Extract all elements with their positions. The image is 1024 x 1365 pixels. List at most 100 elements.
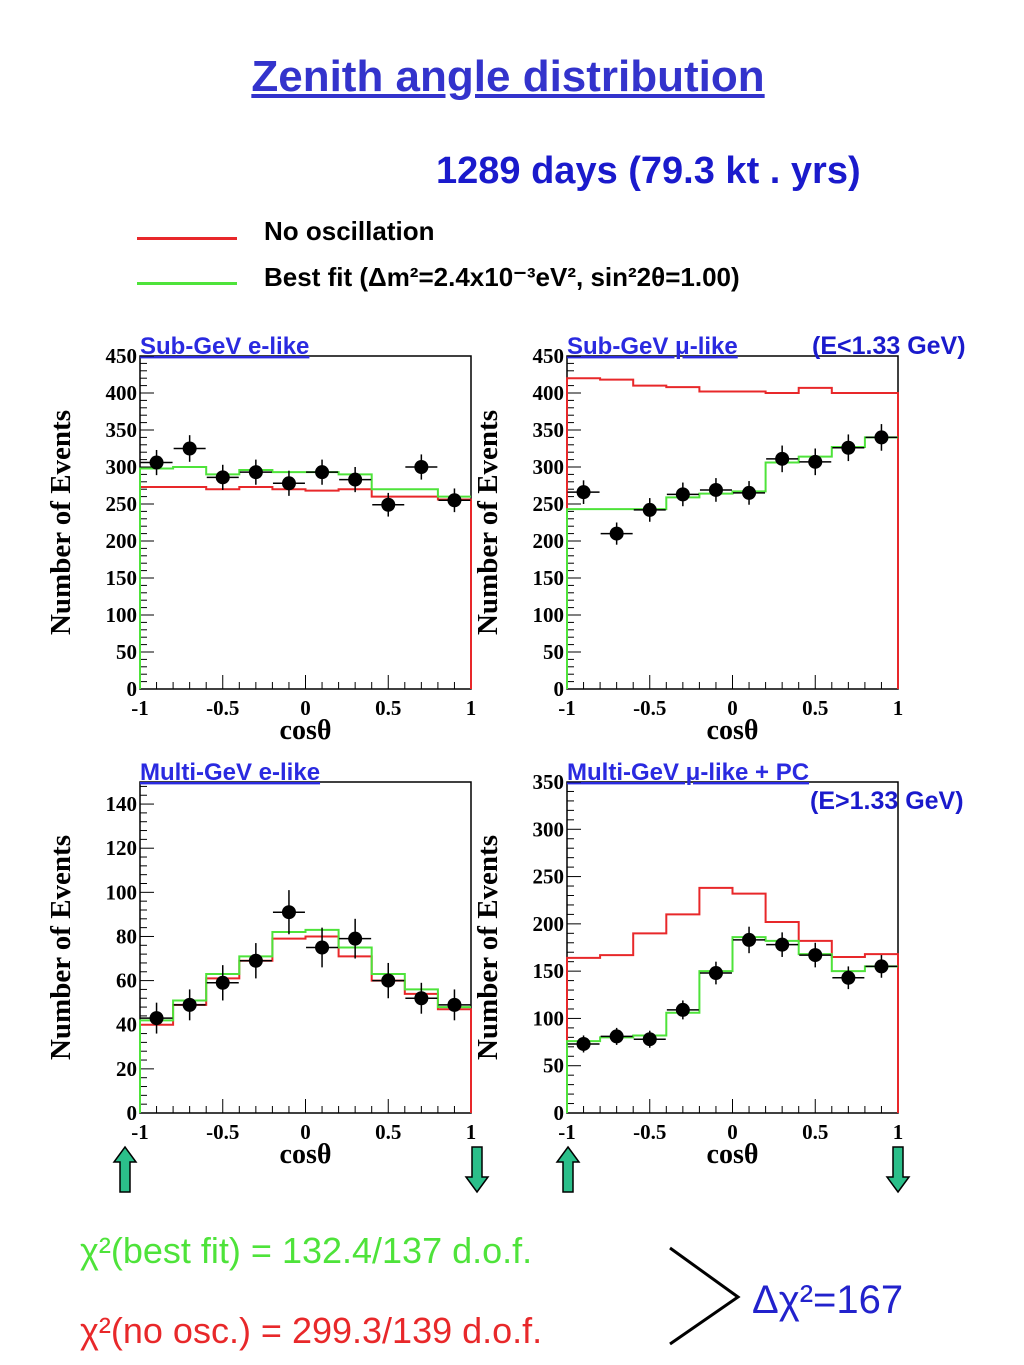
y-tick-label: 350 <box>533 418 565 442</box>
data-point <box>438 488 471 513</box>
x-tick-label: -1 <box>558 696 576 720</box>
data-point <box>206 965 239 1001</box>
data-point <box>699 961 732 985</box>
x-tick-label: -0.5 <box>633 1120 666 1144</box>
data-point <box>339 467 372 493</box>
y-tick-label: 0 <box>554 1101 565 1125</box>
data-point <box>405 454 438 480</box>
data-marker <box>576 1036 591 1051</box>
y-tick-label: 40 <box>116 1013 137 1037</box>
data-marker <box>808 948 823 963</box>
y-tick-label: 350 <box>533 770 565 794</box>
data-marker <box>874 430 889 445</box>
x-tick-label: -0.5 <box>633 696 666 720</box>
y-tick-label: 120 <box>106 836 138 860</box>
direction-arrows <box>112 1145 911 1194</box>
data-marker <box>281 476 296 491</box>
data-point <box>173 435 206 462</box>
data-point <box>438 989 471 1021</box>
data-point <box>699 478 732 502</box>
data-marker <box>874 959 889 974</box>
panel-2: Sub-GeV μ-like 0 50 100 150 200 250 300 350 400 45… <box>472 333 903 746</box>
y-tick-label: 20 <box>116 1057 137 1081</box>
data-point <box>339 918 372 959</box>
data-marker <box>447 493 462 508</box>
best-fit-histogram <box>566 936 898 1113</box>
x-tick-label: 0.5 <box>802 696 828 720</box>
x-tick-label: 0 <box>727 696 738 720</box>
data-marker <box>315 940 330 955</box>
data-marker <box>248 465 263 480</box>
data-point <box>567 480 600 504</box>
x-axis-label: cosθ <box>707 715 759 746</box>
y-tick-label: 450 <box>533 344 565 368</box>
x-tick-label: 0 <box>300 1120 311 1144</box>
x-tick-label: 0 <box>300 696 311 720</box>
y-tick-label: 400 <box>533 381 565 405</box>
best-fit-histogram <box>139 466 471 689</box>
data-marker <box>315 465 330 480</box>
data-point <box>600 522 633 545</box>
delta-chi2: Δχ²=167 <box>752 1278 904 1322</box>
data-marker <box>675 1002 690 1017</box>
y-tick-label: 250 <box>106 492 138 516</box>
data-point <box>306 459 339 485</box>
data-marker <box>149 455 164 470</box>
y-tick-label: 450 <box>106 344 138 368</box>
data-point <box>272 470 305 496</box>
x-tick-label: 0.5 <box>375 1120 401 1144</box>
panel-title: Sub-GeV e-like <box>140 333 309 360</box>
x-axis-label: cosθ <box>280 715 332 746</box>
y-tick-label: 200 <box>106 529 138 553</box>
best-fit-histogram <box>139 928 471 1113</box>
data-marker <box>182 997 197 1012</box>
data-point <box>405 982 438 1014</box>
y-tick-label: 150 <box>533 566 565 590</box>
data-marker <box>149 1011 164 1026</box>
data-marker <box>182 441 197 456</box>
y-tick-label: 200 <box>533 912 565 936</box>
panel-4: Multi-GeV μ-like + PC 0 50 100 150 200 250 300 3… <box>472 759 903 1170</box>
y-tick-label: 250 <box>533 492 565 516</box>
data-marker <box>414 991 429 1006</box>
y-tick-label: 300 <box>533 455 565 479</box>
data-point <box>799 448 832 476</box>
data-point <box>633 498 666 522</box>
best-fit-histogram <box>566 436 898 689</box>
y-tick-label: 300 <box>106 455 138 479</box>
y-tick-label: 100 <box>106 603 138 627</box>
data-marker <box>742 932 757 947</box>
data-point <box>239 459 272 485</box>
no-oscillation-histogram <box>139 935 472 1113</box>
data-point <box>567 1035 600 1053</box>
energy-cut-low-label: (E<1.33 GeV) <box>812 332 966 360</box>
y-tick-label: 60 <box>116 969 137 993</box>
data-point <box>733 481 766 505</box>
x-tick-label: -1 <box>131 1120 149 1144</box>
x-axis-label: cosθ <box>707 1139 759 1170</box>
panel-title: Multi-GeV μ-like + PC <box>567 759 809 786</box>
data-marker <box>609 1029 624 1044</box>
downward-arrow-icon <box>885 1146 911 1194</box>
y-tick-label: 50 <box>543 640 564 664</box>
x-tick-label: -1 <box>131 696 149 720</box>
panel-1: Sub-GeV e-like 0 50 100 150 200 250 300 350 400 45… <box>45 333 476 746</box>
data-point <box>306 927 339 968</box>
data-marker <box>841 440 856 455</box>
data-point <box>666 1000 699 1020</box>
legend-label-no-oscillation: No oscillation <box>264 216 435 246</box>
y-tick-label: 250 <box>533 865 565 889</box>
data-marker <box>808 454 823 469</box>
data-point <box>600 1027 633 1045</box>
data-marker <box>248 953 263 968</box>
y-tick-label: 150 <box>533 959 565 983</box>
y-tick-label: 100 <box>106 880 138 904</box>
x-tick-label: 1 <box>466 696 477 720</box>
y-tick-label: 150 <box>106 566 138 590</box>
y-axis-label: Number of Events <box>45 835 77 1060</box>
plot-frame <box>139 781 472 1114</box>
page-title: Zenith angle distribution <box>251 52 765 101</box>
data-point <box>733 926 766 954</box>
data-point <box>799 942 832 968</box>
